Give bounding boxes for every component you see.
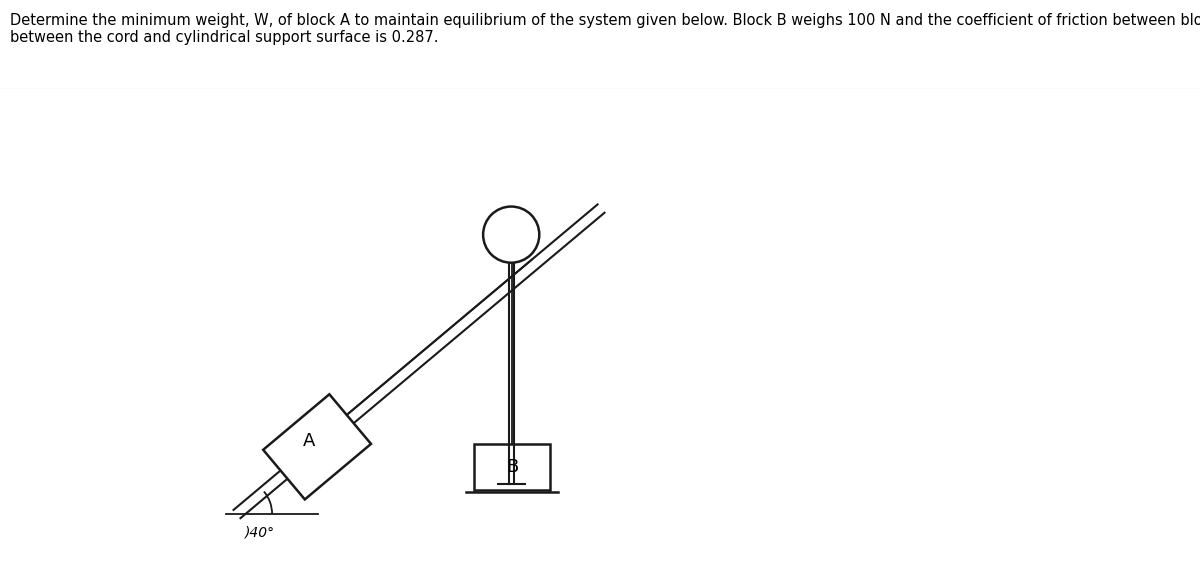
Text: )40°: )40° (245, 526, 275, 540)
Text: Determine the minimum weight, W, of block A to maintain equilibrium of the syste: Determine the minimum weight, W, of bloc… (10, 13, 1200, 45)
Bar (474, 444, 550, 490)
Circle shape (484, 206, 539, 263)
Polygon shape (263, 394, 371, 500)
Text: A: A (302, 432, 316, 450)
Text: B: B (506, 458, 518, 476)
